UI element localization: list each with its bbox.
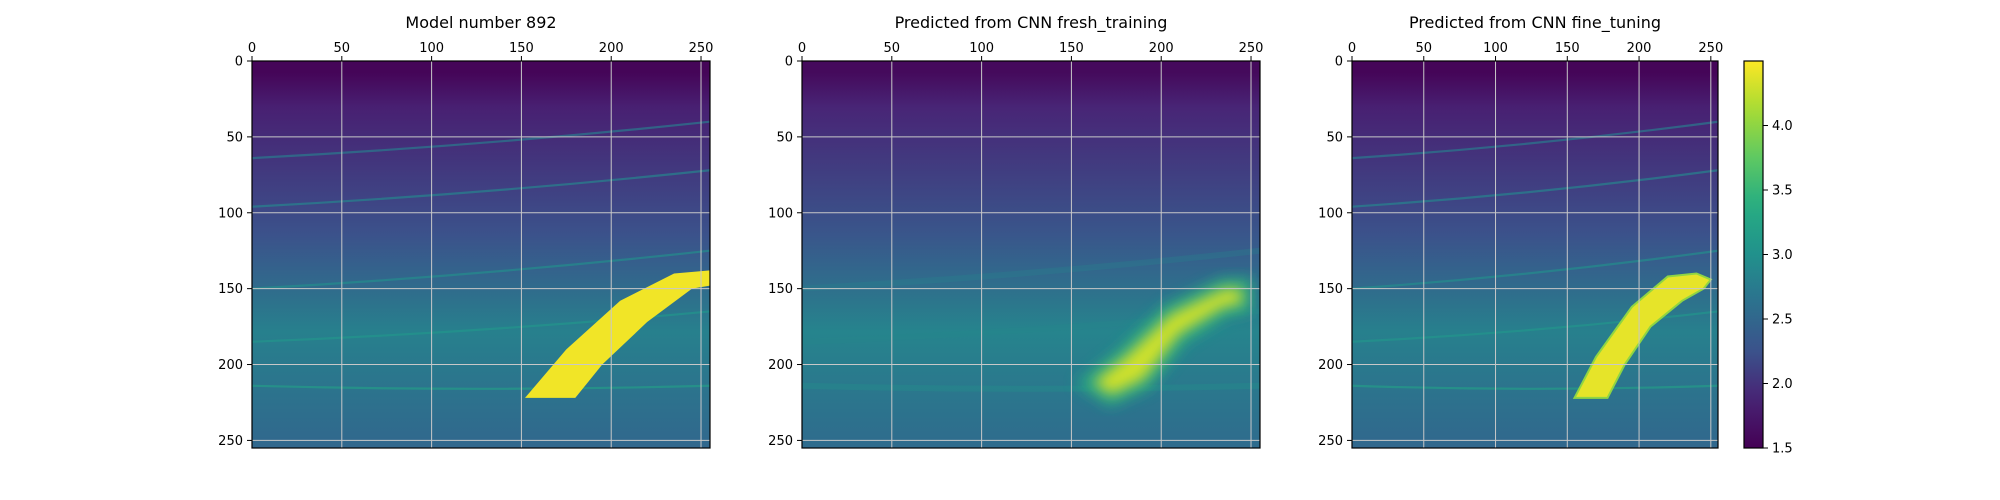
y-tick-label: 0 <box>785 55 793 70</box>
heatmap-background <box>802 61 1260 448</box>
x-tick-label: 50 <box>334 41 351 56</box>
panel-2: 0 50 100 150 200 250 0 50 100 150 200 250 Predicted … <box>768 13 1263 449</box>
y-tick-label: 50 <box>226 130 243 145</box>
layer-interface <box>252 169 710 208</box>
x-tick-label: 100 <box>969 41 994 56</box>
y-tick-label: 100 <box>1318 206 1343 221</box>
panel-1: 0 50 100 150 200 250 0 50 100 150 200 250 Model numb… <box>218 13 713 449</box>
axes-frame <box>801 60 1261 449</box>
layer-interface <box>252 120 710 160</box>
colorbar: 1.5 2.0 2.5 3.0 3.5 4.0 <box>1743 60 1793 457</box>
x-tick-label: 0 <box>248 41 256 56</box>
anomaly-body <box>1092 288 1243 395</box>
y-tick-label: 150 <box>1318 282 1343 297</box>
colorbar-tick-label: 1.5 <box>1772 442 1793 457</box>
y-tick-label: 0 <box>1335 55 1343 70</box>
anomaly-body <box>1572 272 1713 399</box>
x-tick-label: 50 <box>884 41 901 56</box>
colorbar-tick-label: 4.0 <box>1772 119 1793 134</box>
y-tick-label: 150 <box>218 282 243 297</box>
heatmap-background <box>252 61 710 448</box>
heatmap-image <box>252 61 710 448</box>
y-tick-label: 150 <box>768 282 793 297</box>
layer-interface <box>1352 169 1718 208</box>
heatmap-image <box>1352 61 1718 448</box>
colorbar-tick-label: 2.5 <box>1772 313 1793 328</box>
layer-interface <box>1352 384 1718 390</box>
heatmap-background <box>1352 61 1718 448</box>
layer-interface <box>1352 120 1718 160</box>
y-tick-label: 50 <box>776 130 793 145</box>
axes-frame <box>1351 60 1719 449</box>
x-tick-label: 0 <box>1348 41 1356 56</box>
x-tick-label: 200 <box>1149 41 1174 56</box>
x-tick-label: 250 <box>689 41 714 56</box>
y-tick-label: 250 <box>768 434 793 449</box>
x-tick-label: 150 <box>509 41 534 56</box>
x-tick-label: 200 <box>1627 41 1652 56</box>
colorbar-tick-label: 3.5 <box>1772 184 1793 199</box>
axes-frame <box>251 60 711 449</box>
x-tick-label: 200 <box>599 41 624 56</box>
y-tick-label: 100 <box>768 206 793 221</box>
x-tick-label: 150 <box>1059 41 1084 56</box>
y-tick-label: 250 <box>1318 434 1343 449</box>
y-tick-label: 50 <box>1326 130 1343 145</box>
x-tick-label: 150 <box>1555 41 1580 56</box>
x-tick-label: 0 <box>798 41 806 56</box>
layer-interface <box>252 249 710 290</box>
x-tick-label: 100 <box>419 41 444 56</box>
y-tick-label: 100 <box>218 206 243 221</box>
layer-interface <box>1352 310 1718 343</box>
colorbar-tick-label: 2.0 <box>1772 377 1793 392</box>
x-tick-label: 250 <box>1239 41 1264 56</box>
heatmap-image <box>802 61 1260 448</box>
y-tick-label: 200 <box>218 358 243 373</box>
colorbar-gradient <box>1743 60 1764 449</box>
y-tick-label: 250 <box>218 434 243 449</box>
colorbar-tick-label: 3.0 <box>1772 248 1793 263</box>
layer-interface <box>802 382 1260 392</box>
panel-title: Model number 892 <box>405 13 556 32</box>
layer-interface <box>252 384 710 390</box>
y-tick-label: 200 <box>1318 358 1343 373</box>
x-tick-label: 50 <box>1415 41 1432 56</box>
panel-title: Predicted from CNN fine_tuning <box>1409 13 1661 33</box>
anomaly-body <box>525 270 710 398</box>
x-tick-label: 250 <box>1698 41 1723 56</box>
y-tick-label: 0 <box>235 55 243 70</box>
y-tick-label: 200 <box>768 358 793 373</box>
layer-interface <box>1352 249 1718 290</box>
x-tick-label: 100 <box>1483 41 1508 56</box>
layer-interface <box>802 247 1260 292</box>
panel-3: 0 50 100 150 200 250 0 50 100 150 200 250 Predicted … <box>1318 13 1723 449</box>
panel-title: Predicted from CNN fresh_training <box>895 13 1168 33</box>
